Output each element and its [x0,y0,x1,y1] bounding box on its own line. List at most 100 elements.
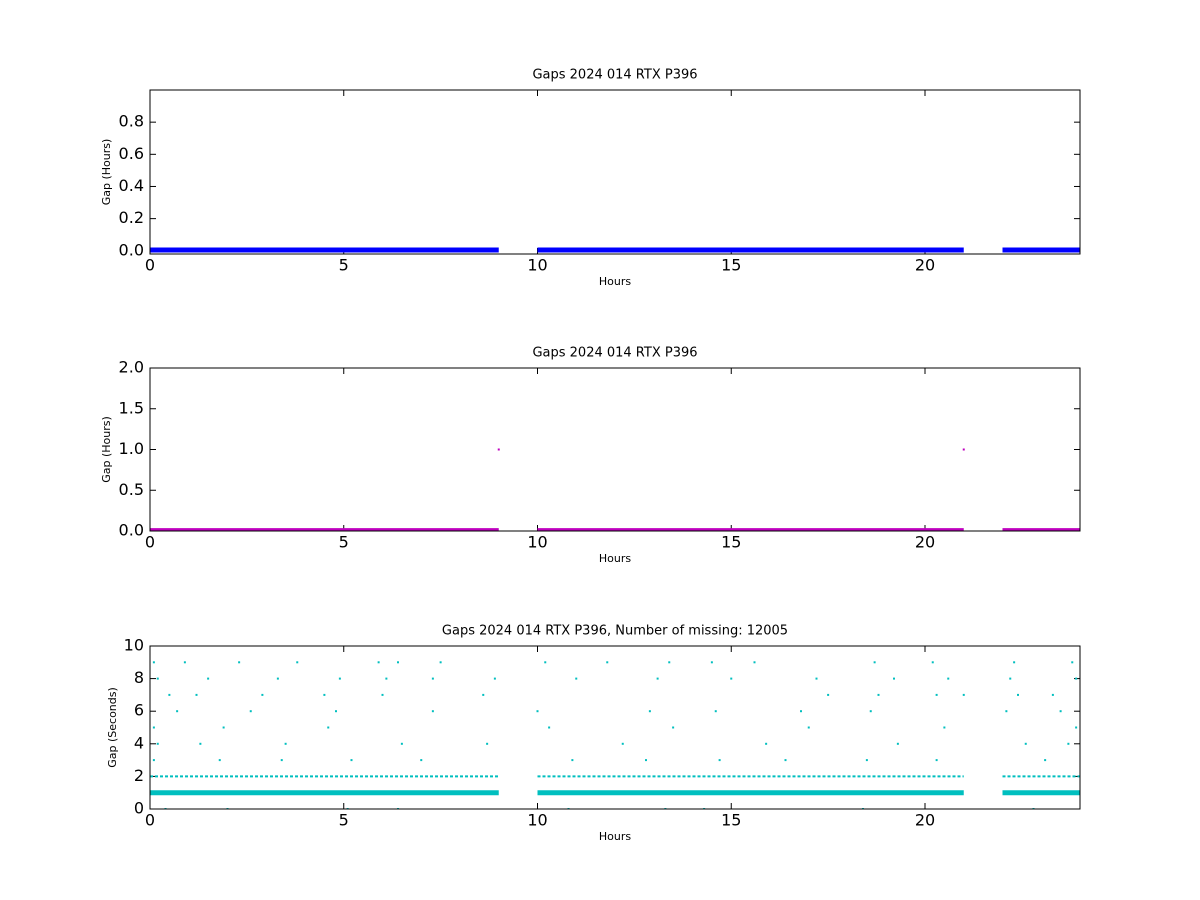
data-point [645,759,647,762]
data-point [439,661,442,664]
data-point [1059,710,1062,713]
y-axis-label: Gap (Hours) [100,416,113,483]
data-point [935,693,938,696]
data-point [1071,661,1074,664]
data-point [548,726,551,729]
data-point [962,448,965,451]
data-point [385,677,388,680]
y-tick-label: 0 [134,799,144,818]
data-point [807,726,810,729]
data-point [753,661,756,664]
x-tick-label: 10 [527,256,547,275]
x-tick-label: 15 [721,811,741,830]
data-point [377,661,380,664]
y-tick-label: 8 [134,668,144,687]
axes-frame [149,367,1081,532]
x-tick-label: 5 [339,811,349,830]
data-point [431,677,434,680]
x-tick-label: 5 [339,256,349,275]
data-point [168,693,171,696]
data-point [195,693,198,696]
data-point [784,759,787,762]
data-point [276,677,279,680]
data-point [827,693,830,696]
y-tick-label: 0.6 [119,144,144,163]
data-point [869,710,872,713]
x-tick-label: 15 [721,256,741,275]
data-point [672,726,675,729]
data-point [493,677,496,680]
data-point [668,661,671,664]
data-point [238,661,241,664]
y-tick-label: 1.0 [119,439,144,458]
data-point [893,677,895,680]
y-tick-label: 0.0 [119,240,144,259]
data-point [865,759,868,762]
data-point [261,693,264,696]
plot-area [150,448,1080,531]
data-point [718,759,721,762]
data-point [497,448,500,451]
chart-title: Gaps 2024 014 RTX P396 [532,68,697,83]
data-point [962,693,965,696]
data-point [1075,677,1078,680]
axes-frame [149,645,1081,810]
data-point [183,661,186,664]
data-point [648,710,651,713]
x-tick-label: 10 [527,811,547,830]
chart-title: Gaps 2024 014 RTX P396 [532,346,697,361]
data-point [943,726,946,729]
data-point [323,693,326,696]
data-point [571,759,574,762]
data-point [1067,742,1070,745]
y-tick-label: 4 [134,733,144,752]
subplot: Gaps 2024 014 RTX P396 Hours Gap (Hours) 0 5… [100,346,1081,565]
data-point [199,742,202,745]
subplot: Gaps 2024 014 RTX P396, Number of missin… [106,624,1081,843]
data-point [152,661,155,664]
x-tick-label: 0 [145,533,155,552]
x-tick-label: 10 [527,533,547,552]
data-point [1075,726,1078,729]
data-point [1013,661,1016,664]
data-point [156,677,159,680]
data-point [1005,710,1008,713]
y-tick-label: 0.4 [119,176,144,195]
x-axis-label: Hours [599,830,631,843]
y-tick-label: 6 [134,701,144,720]
data-point [284,742,287,745]
data-point [381,693,384,696]
data-point [575,677,578,680]
data-point [296,661,299,664]
data-point [1051,693,1054,696]
plot-area [150,661,1080,809]
data-point [544,661,547,664]
data-point [397,661,399,664]
data-point [207,677,210,680]
data-point [931,661,934,664]
data-point [482,693,485,696]
data-point [1024,742,1027,745]
y-tick-label: 10 [124,636,144,655]
data-point [152,726,155,729]
data-point [947,677,950,680]
data-point [873,661,876,664]
data-point [730,677,733,680]
x-tick-label: 20 [915,533,935,552]
data-point [1017,693,1019,696]
data-point [431,710,434,713]
x-axis-label: Hours [599,552,631,565]
data-point [536,710,539,713]
x-tick-label: 15 [721,533,741,552]
data-point [1009,677,1012,680]
data-point [877,693,880,696]
y-tick-label: 0.8 [119,112,144,131]
x-tick-label: 20 [915,256,935,275]
data-point [350,759,353,762]
data-point [249,710,252,713]
data-point [335,710,337,713]
data-point [656,677,659,680]
x-tick-label: 5 [339,533,349,552]
data-point [800,710,802,713]
